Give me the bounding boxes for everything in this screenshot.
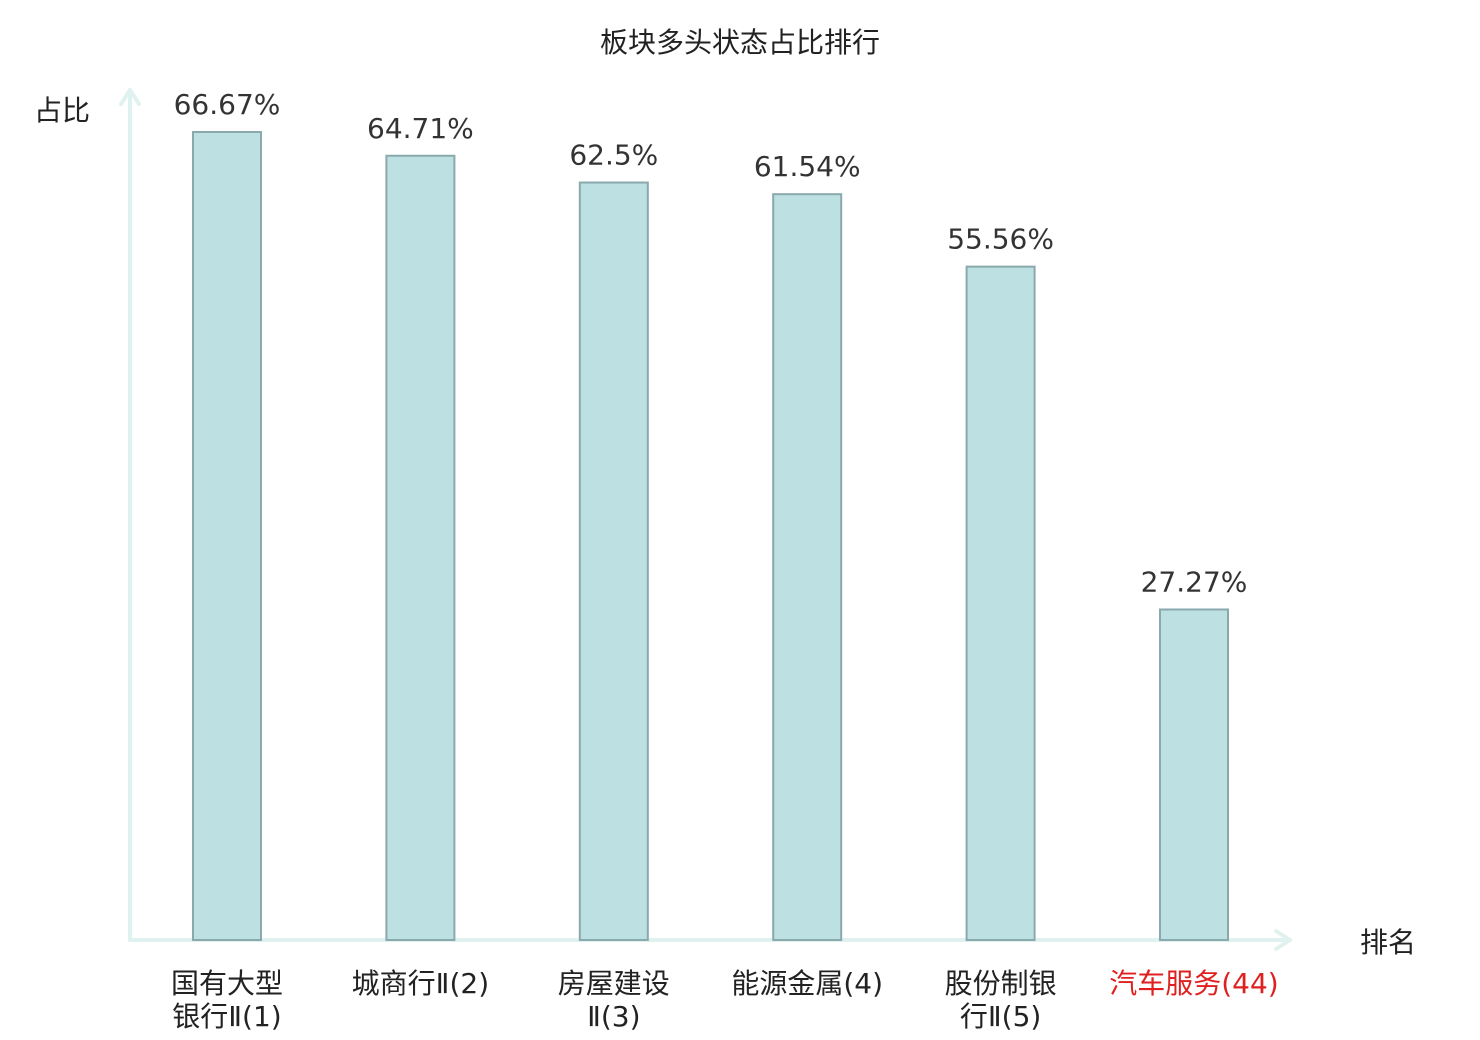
bar: [385, 154, 456, 941]
bars: [192, 131, 1229, 942]
y-axis-label: 占比: [34, 94, 90, 127]
x-axis-label: 排名: [1360, 926, 1416, 959]
bar: [1159, 608, 1229, 942]
category-label: 汽车服务(44): [1109, 967, 1278, 1000]
category-label: Ⅱ(3): [587, 1000, 640, 1033]
value-label: 61.54%: [754, 150, 861, 183]
category-label: 房屋建设: [558, 967, 670, 1000]
category-label: 行Ⅱ(5): [960, 1000, 1041, 1033]
x-axis-arrow: [1274, 929, 1292, 951]
bar: [965, 265, 1036, 941]
value-label: 66.67%: [174, 88, 281, 121]
chart-title: 板块多头状态占比排行: [600, 26, 880, 59]
category-label: 城商行Ⅱ(2): [352, 967, 489, 1000]
category-label: 能源金属(4): [731, 967, 883, 1000]
bar: [772, 193, 843, 941]
axes: [119, 88, 1292, 951]
value-label: 62.5%: [569, 139, 658, 172]
bar: [578, 181, 649, 941]
value-label: 64.71%: [367, 112, 474, 145]
category-label: 国有大型: [171, 967, 283, 1000]
value-label: 27.27%: [1141, 566, 1248, 599]
bar: [192, 131, 262, 941]
value-label: 55.56%: [947, 223, 1054, 256]
y-axis-arrow: [119, 88, 141, 106]
category-label: 股份制银: [945, 967, 1057, 1000]
category-label: 银行Ⅱ(1): [172, 1000, 281, 1033]
value-labels: 66.67% 64.71% 62.5% 61.54% 55.56% 27.27%: [174, 88, 1248, 599]
